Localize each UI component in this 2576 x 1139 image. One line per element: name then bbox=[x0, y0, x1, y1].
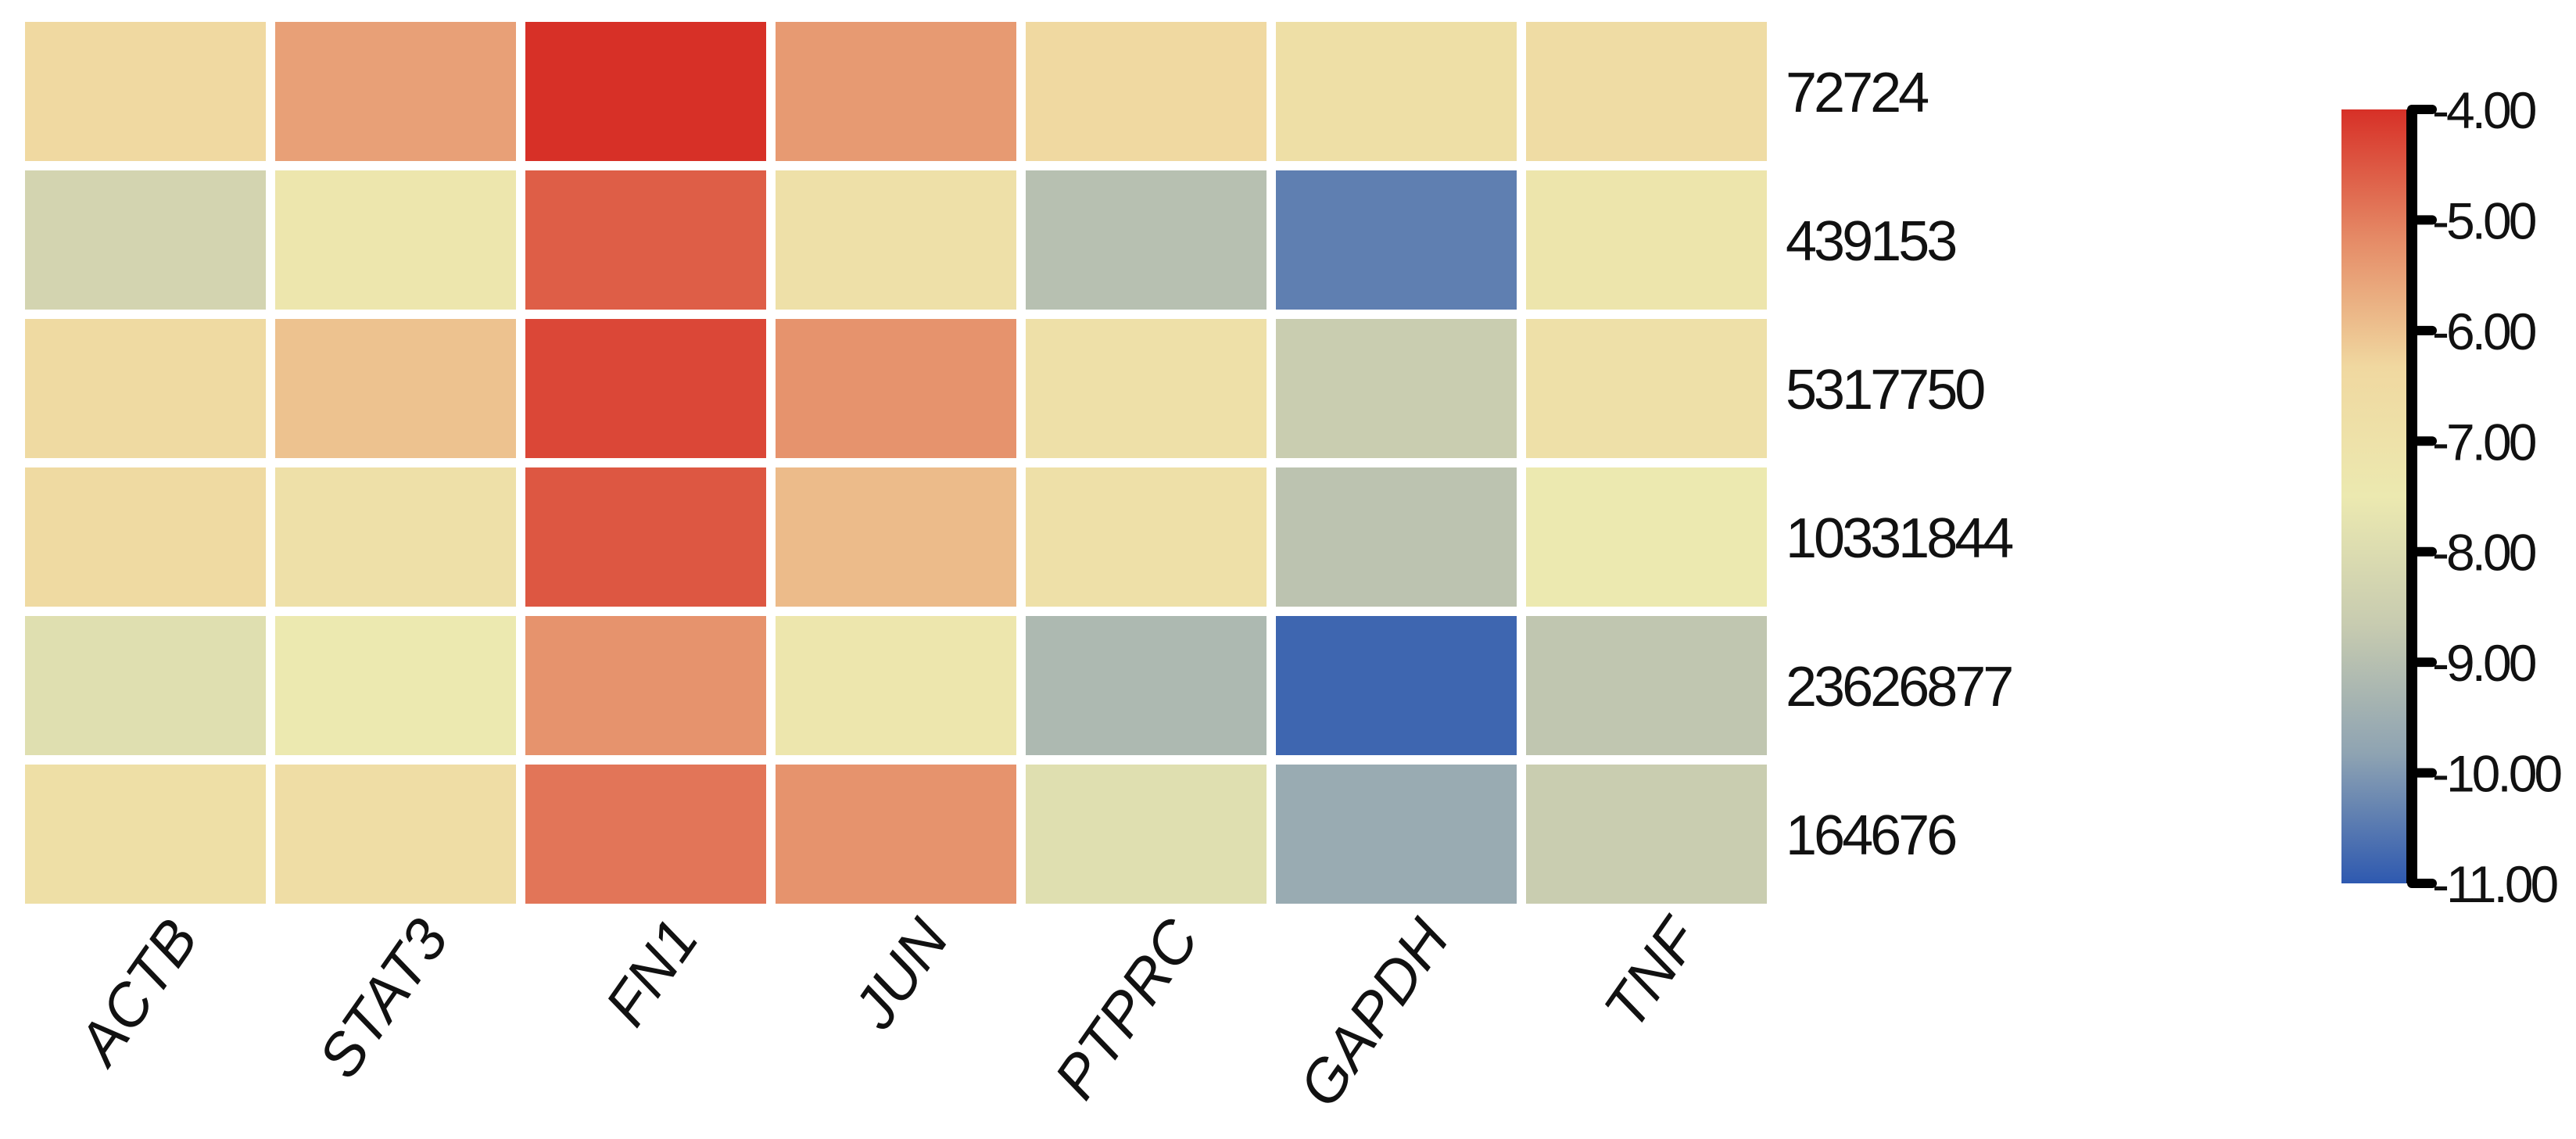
colorbar-tick-label: -4.00 bbox=[2432, 81, 2536, 139]
heatmap-cells bbox=[25, 22, 1767, 904]
column-label-STAT3: STAT3 bbox=[306, 908, 461, 1090]
colorbar: -4.00 -5.00 -6.00 -7.00 -8.00 -9.00 -10.00 -11.… bbox=[2341, 81, 2564, 913]
heatmap-cell-5317750-STAT3 bbox=[275, 319, 516, 458]
heatmap-cell-10331844-JUN bbox=[776, 467, 1016, 607]
heatmap-cell-5317750-JUN bbox=[776, 319, 1016, 458]
heatmap-cell-23626877-TNF bbox=[1526, 616, 1767, 755]
colorbar-tick-label: -10.00 bbox=[2432, 745, 2561, 803]
heatmap-cell-164676-TNF bbox=[1526, 765, 1767, 904]
colorbar-gradient bbox=[2341, 109, 2412, 883]
heatmap-cell-5317750-PTPRC bbox=[1026, 319, 1267, 458]
row-label-5317750: 5317750 bbox=[1786, 359, 1984, 421]
colorbar-tick-label: -11.00 bbox=[2432, 855, 2558, 913]
row-label-10331844: 10331844 bbox=[1786, 507, 2012, 570]
heatmap-cell-439153-STAT3 bbox=[275, 170, 516, 310]
heatmap-cell-5317750-GAPDH bbox=[1276, 319, 1517, 458]
heatmap-cell-72724-TNF bbox=[1526, 22, 1767, 161]
column-label-FN1: FN1 bbox=[593, 908, 711, 1037]
heatmap-cell-439153-TNF bbox=[1526, 170, 1767, 310]
heatmap-cell-5317750-FN1 bbox=[525, 319, 766, 458]
heatmap-cell-72724-PTPRC bbox=[1026, 22, 1267, 161]
heatmap-cell-164676-GAPDH bbox=[1276, 765, 1517, 904]
heatmap-cell-439153-GAPDH bbox=[1276, 170, 1517, 310]
colorbar-ticks: -4.00 -5.00 -6.00 -7.00 -8.00 -9.00 -10.00 -11.… bbox=[2407, 81, 2564, 913]
heatmap-cell-10331844-FN1 bbox=[525, 467, 766, 607]
row-labels: 72724 439153 5317750 10331844 23626877 164676 bbox=[1786, 62, 2015, 867]
heatmap-cell-10331844-PTPRC bbox=[1026, 467, 1267, 607]
heatmap-cell-439153-PTPRC bbox=[1026, 170, 1267, 310]
heatmap-cell-164676-ACTB bbox=[25, 765, 266, 904]
column-label-GAPDH: GAPDH bbox=[1286, 908, 1462, 1119]
row-label-23626877: 23626877 bbox=[1786, 656, 2012, 718]
colorbar-tick-label: -9.00 bbox=[2432, 634, 2536, 692]
colorbar-tick-label: -7.00 bbox=[2432, 413, 2536, 471]
column-label-JUN: JUN bbox=[840, 908, 962, 1041]
colorbar-tick-label: -6.00 bbox=[2432, 303, 2536, 360]
heatmap-cell-72724-FN1 bbox=[525, 22, 766, 161]
heatmap-cell-164676-FN1 bbox=[525, 765, 766, 904]
heatmap-cell-23626877-JUN bbox=[776, 616, 1016, 755]
heatmap-cell-23626877-GAPDH bbox=[1276, 616, 1517, 755]
colorbar-tick-label: -8.00 bbox=[2432, 524, 2536, 582]
heatmap-cell-439153-ACTB bbox=[25, 170, 266, 310]
row-label-164676: 164676 bbox=[1786, 804, 1955, 867]
heatmap-cell-72724-JUN bbox=[776, 22, 1016, 161]
heatmap-cell-10331844-GAPDH bbox=[1276, 467, 1517, 607]
heatmap-cell-164676-JUN bbox=[776, 765, 1016, 904]
heatmap-cell-23626877-STAT3 bbox=[275, 616, 516, 755]
heatmap-cell-164676-PTPRC bbox=[1026, 765, 1267, 904]
heatmap-cell-10331844-ACTB bbox=[25, 467, 266, 607]
heatmap-cell-72724-ACTB bbox=[25, 22, 266, 161]
heatmap-cell-72724-GAPDH bbox=[1276, 22, 1517, 161]
column-label-TNF: TNF bbox=[1592, 905, 1714, 1041]
heatmap-cell-72724-STAT3 bbox=[275, 22, 516, 161]
column-label-PTPRC: PTPRC bbox=[1042, 907, 1213, 1111]
heatmap-cell-439153-FN1 bbox=[525, 170, 766, 310]
column-label-ACTB: ACTB bbox=[64, 908, 211, 1078]
row-label-439153: 439153 bbox=[1786, 210, 1955, 273]
heatmap-cell-5317750-TNF bbox=[1526, 319, 1767, 458]
heatmap-cell-23626877-PTPRC bbox=[1026, 616, 1267, 755]
row-label-72724: 72724 bbox=[1786, 62, 1928, 124]
heatmap-cell-439153-JUN bbox=[776, 170, 1016, 310]
heatmap-cell-23626877-FN1 bbox=[525, 616, 766, 755]
heatmap-cell-23626877-ACTB bbox=[25, 616, 266, 755]
heatmap-cell-10331844-STAT3 bbox=[275, 467, 516, 607]
column-labels: ACTB STAT3 FN1 JUN PTPRC GAPDH TNF bbox=[64, 905, 1714, 1119]
heatmap-cell-164676-STAT3 bbox=[275, 765, 516, 904]
colorbar-tick-label: -5.00 bbox=[2432, 192, 2536, 249]
heatmap-cell-10331844-TNF bbox=[1526, 467, 1767, 607]
heatmap-cell-5317750-ACTB bbox=[25, 319, 266, 458]
